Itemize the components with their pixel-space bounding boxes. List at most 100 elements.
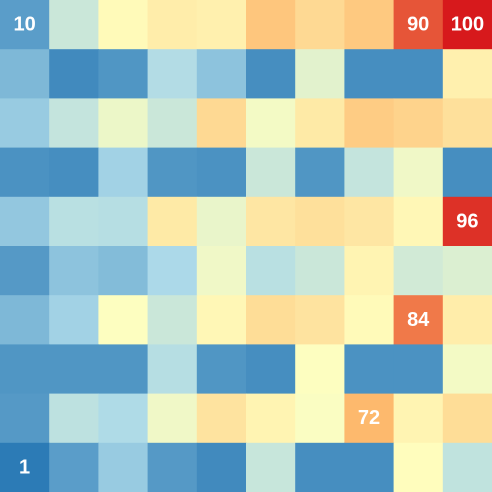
heatmap-cell-r3-c7 bbox=[344, 147, 395, 198]
heatmap-cell-r9-c6 bbox=[295, 442, 345, 492]
heatmap-cell-r3-c2 bbox=[98, 147, 149, 198]
cell-value-label: 10 bbox=[13, 14, 35, 36]
heatmap-cell-r1-c7 bbox=[344, 49, 395, 99]
heatmap-cell-r7-c8 bbox=[393, 344, 444, 395]
heatmap-cell-r0-c6 bbox=[295, 0, 345, 50]
heatmap-cell-r7-c7 bbox=[344, 344, 395, 395]
heatmap-cell-r8-c6 bbox=[295, 393, 345, 444]
heatmap-cell-r2-c3 bbox=[147, 98, 198, 149]
heatmap-cell-r6-c9 bbox=[442, 295, 492, 345]
heatmap-cell-r3-c8 bbox=[393, 147, 444, 198]
heatmap-cell-r4-c9 bbox=[442, 196, 492, 247]
heatmap-cell-r9-c8 bbox=[393, 442, 444, 492]
heatmap-cell-r6-c7 bbox=[344, 295, 395, 345]
heatmap-cell-r2-c0 bbox=[0, 98, 50, 149]
heatmap-cell-r8-c4 bbox=[196, 393, 247, 444]
cell-value-label: 1 bbox=[19, 456, 30, 478]
heatmap-cell-r7-c2 bbox=[98, 344, 149, 395]
heatmap-cell-r0-c3 bbox=[147, 0, 198, 50]
heatmap-cell-r3-c5 bbox=[246, 147, 296, 198]
heatmap-cell-r5-c1 bbox=[49, 246, 99, 296]
heatmap-cell-r2-c7 bbox=[344, 98, 395, 149]
heatmap-cell-r8-c2 bbox=[98, 393, 149, 444]
heatmap-cell-r9-c7 bbox=[344, 442, 395, 492]
heatmap-cell-r7-c3 bbox=[147, 344, 198, 395]
heatmap-cell-r5-c9 bbox=[442, 246, 492, 296]
heatmap-cell-r2-c4 bbox=[196, 98, 247, 149]
heatmap-cell-r4-c8 bbox=[393, 196, 444, 247]
heatmap-cell-r1-c5 bbox=[246, 49, 296, 99]
heatmap-cell-r0-c4 bbox=[196, 0, 247, 50]
heatmap-cell-r8-c0 bbox=[0, 393, 50, 444]
cell-value-label: 90 bbox=[407, 14, 429, 36]
heatmap-cell-r4-c5 bbox=[246, 196, 296, 247]
heatmap-cell-r9-c9 bbox=[442, 442, 492, 492]
heatmap-cell-r8-c7 bbox=[344, 393, 395, 444]
heatmap-cell-r7-c6 bbox=[295, 344, 345, 395]
heatmap-cell-r9-c0 bbox=[0, 442, 50, 492]
cell-value-label: 100 bbox=[451, 14, 484, 36]
heatmap-cell-r6-c1 bbox=[49, 295, 99, 345]
heatmap-cell-r8-c8 bbox=[393, 393, 444, 444]
heatmap-labels: 10 90 100 96 84 72 1 bbox=[13, 14, 484, 479]
cell-value-label: 72 bbox=[358, 407, 380, 429]
heatmap-cell-r4-c0 bbox=[0, 196, 50, 247]
cell-value-label: 84 bbox=[407, 309, 430, 331]
heatmap-cell-r9-c5 bbox=[246, 442, 296, 492]
heatmap-cell-r4-c6 bbox=[295, 196, 345, 247]
heatmap-cell-r6-c5 bbox=[246, 295, 296, 345]
heatmap-cell-r8-c5 bbox=[246, 393, 296, 444]
heatmap-cell-r5-c2 bbox=[98, 246, 149, 296]
heatmap-cell-r0-c1 bbox=[49, 0, 99, 50]
heatmap-cell-r6-c2 bbox=[98, 295, 149, 345]
heatmap-cell-r5-c3 bbox=[147, 246, 198, 296]
heatmap-cell-r1-c1 bbox=[49, 49, 99, 99]
heatmap-cell-r2-c8 bbox=[393, 98, 444, 149]
heatmap-cell-r0-c7 bbox=[344, 0, 395, 50]
heatmap-cell-r2-c6 bbox=[295, 98, 345, 149]
heatmap-cell-r6-c8 bbox=[393, 295, 444, 345]
heatmap-cell-r7-c1 bbox=[49, 344, 99, 395]
heatmap-cell-r1-c2 bbox=[98, 49, 149, 99]
heatmap-cell-r9-c4 bbox=[196, 442, 247, 492]
heatmap-cell-r7-c4 bbox=[196, 344, 247, 395]
heatmap-cell-r0-c2 bbox=[98, 0, 149, 50]
heatmap-cell-r5-c5 bbox=[246, 246, 296, 296]
heatmap-cell-r8-c1 bbox=[49, 393, 99, 444]
heatmap-cell-r9-c2 bbox=[98, 442, 149, 492]
heatmap-cell-r7-c0 bbox=[0, 344, 50, 395]
heatmap-cell-r5-c0 bbox=[0, 246, 50, 296]
heatmap-cell-r7-c5 bbox=[246, 344, 296, 395]
heatmap-cell-r9-c1 bbox=[49, 442, 99, 492]
heatmap-cell-r1-c4 bbox=[196, 49, 247, 99]
heatmap-cell-r3-c4 bbox=[196, 147, 247, 198]
heatmap-cell-r0-c8 bbox=[393, 0, 444, 50]
heatmap-cell-r5-c7 bbox=[344, 246, 395, 296]
heatmap-cell-r2-c2 bbox=[98, 98, 149, 149]
heatmap-cell-r1-c9 bbox=[442, 49, 492, 99]
heatmap-cell-r4-c2 bbox=[98, 196, 149, 247]
heatmap-cell-r6-c0 bbox=[0, 295, 50, 345]
heatmap-cell-r0-c0 bbox=[0, 0, 50, 50]
heatmap-cell-r0-c9 bbox=[442, 0, 492, 50]
heatmap-cell-r1-c0 bbox=[0, 49, 50, 99]
heatmap-cell-r6-c4 bbox=[196, 295, 247, 345]
heatmap-cell-r4-c7 bbox=[344, 196, 395, 247]
heatmap-cell-r3-c1 bbox=[49, 147, 99, 198]
heatmap-cell-r4-c4 bbox=[196, 196, 247, 247]
heatmap-cell-r6-c6 bbox=[295, 295, 345, 345]
heatmap-cell-r9-c3 bbox=[147, 442, 198, 492]
heatmap-cell-r7-c9 bbox=[442, 344, 492, 395]
heatmap-cell-r6-c3 bbox=[147, 295, 198, 345]
heatmap-cell-r3-c0 bbox=[0, 147, 50, 198]
heatmap-cell-r3-c9 bbox=[442, 147, 492, 198]
heatmap-cell-r2-c5 bbox=[246, 98, 296, 149]
heatmap-cell-r4-c3 bbox=[147, 196, 198, 247]
heatmap-cell-r1-c6 bbox=[295, 49, 345, 99]
heatmap-cell-r5-c8 bbox=[393, 246, 444, 296]
heatmap-cell-r5-c4 bbox=[196, 246, 247, 296]
heatmap-cell-r3-c6 bbox=[295, 147, 345, 198]
heatmap-cell-r0-c5 bbox=[246, 0, 296, 50]
